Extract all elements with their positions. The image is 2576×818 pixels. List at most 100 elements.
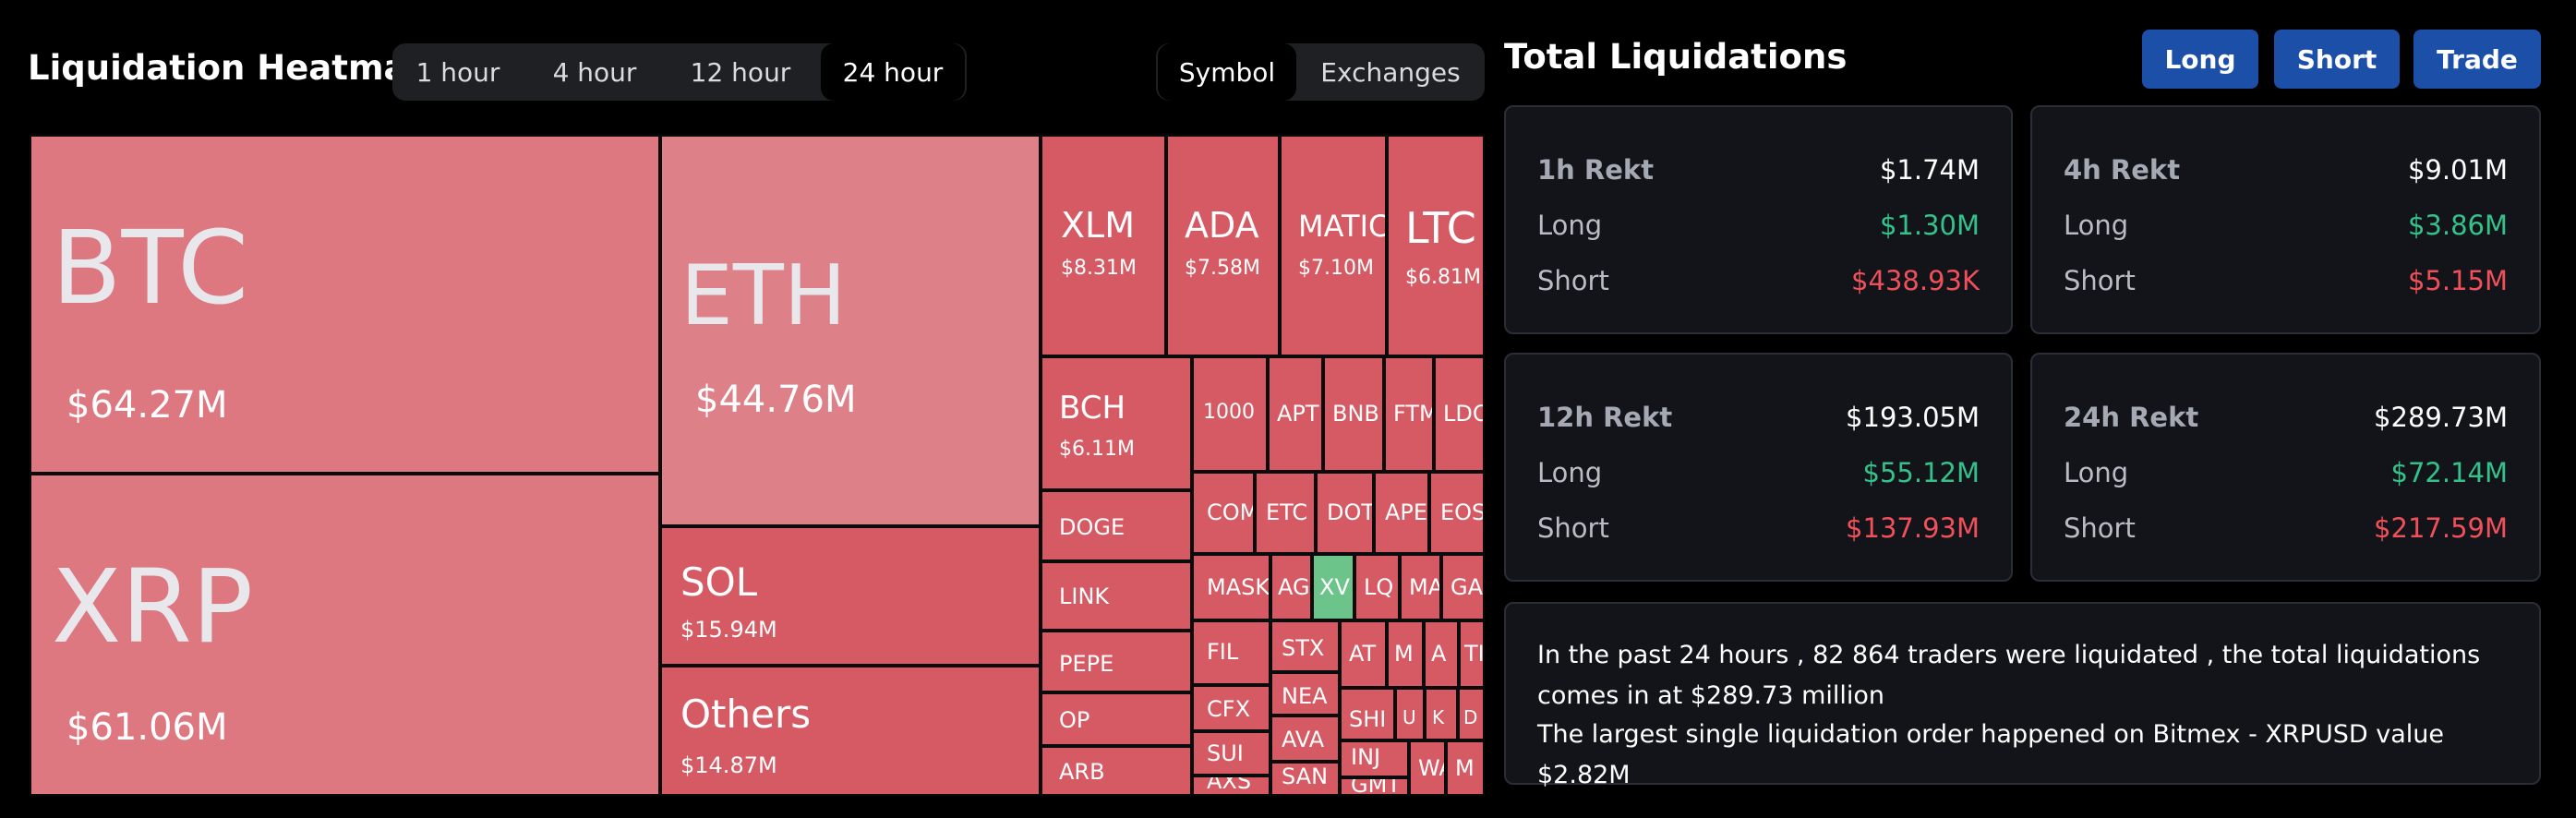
heatmap-tile-btc[interactable]: BTC $64.27M xyxy=(30,135,660,474)
rekt-card-1h: 1h Rekt $1.74M Long $1.30M Short $438.93… xyxy=(1504,105,2013,334)
heatmap-tile-cfx[interactable]: CFX xyxy=(1192,685,1270,731)
heatmap-tile-mask[interactable]: MASK xyxy=(1192,554,1270,620)
tile-symbol: OP xyxy=(1059,707,1090,733)
heatmap-tile-wa[interactable]: WA xyxy=(1409,740,1446,796)
heatmap-tile-arb[interactable]: ARB xyxy=(1041,746,1192,796)
tab-24-hour[interactable]: 24 hour xyxy=(821,43,965,101)
tile-symbol: ADA xyxy=(1185,205,1259,246)
tile-symbol: BCH xyxy=(1059,390,1126,427)
heatmap-tile-bch[interactable]: BCH $6.11M xyxy=(1041,356,1192,490)
tile-symbol: K xyxy=(1432,706,1445,728)
heatmap-tile-at[interactable]: AT xyxy=(1340,620,1387,688)
tile-symbol: FTM xyxy=(1393,401,1434,427)
heatmap-tile-op[interactable]: OP xyxy=(1041,692,1192,746)
short-value: $137.93M xyxy=(1846,512,1980,544)
trade-button[interactable]: Trade xyxy=(2413,30,2541,89)
heatmap-tile-ltc[interactable]: LTC $6.81M xyxy=(1387,135,1485,356)
tile-symbol: U xyxy=(1402,706,1416,728)
heatmap-tile-eos[interactable]: EOS xyxy=(1429,472,1485,554)
card-label: 1h Rekt xyxy=(1537,154,1655,186)
heatmap-tile-stx[interactable]: STX xyxy=(1270,620,1340,672)
long-button[interactable]: Long xyxy=(2142,30,2258,89)
heatmap-tile-m[interactable]: M xyxy=(1446,740,1485,796)
heatmap-tile-eth[interactable]: ETH $44.76M xyxy=(660,135,1041,526)
heatmap-tile-ti[interactable]: TI xyxy=(1459,620,1485,688)
heatmap-tile-others[interactable]: Others $14.87M xyxy=(660,666,1041,796)
tile-symbol: EOS xyxy=(1440,499,1485,525)
heatmap-tile-sui[interactable]: SUI xyxy=(1192,731,1270,776)
heatmap-tile-axs[interactable]: AXS xyxy=(1192,776,1270,796)
tile-symbol: MATIC xyxy=(1298,209,1387,244)
heatmap-tile-m[interactable]: M xyxy=(1387,620,1424,688)
heatmap-tile-xv[interactable]: XV xyxy=(1312,554,1354,620)
tile-symbol: BNB xyxy=(1332,401,1379,427)
heatmap-tile-d[interactable]: D xyxy=(1458,688,1485,740)
card-total: $9.01M xyxy=(2407,154,2508,186)
tab-4-hour[interactable]: 4 hour xyxy=(552,56,637,88)
heatmap-tile-ma[interactable]: MA xyxy=(1400,554,1441,620)
heatmap-tile-fil[interactable]: FIL xyxy=(1192,620,1270,685)
tile-value: $6.81M xyxy=(1405,266,1481,289)
tile-symbol: XV xyxy=(1319,574,1350,600)
tile-symbol: AT xyxy=(1349,641,1377,667)
heatmap-tile-xrp[interactable]: XRP $61.06M xyxy=(30,474,660,796)
heatmap-tile-san[interactable]: SAN xyxy=(1270,762,1340,796)
tile-symbol: Others xyxy=(680,692,812,737)
short-button[interactable]: Short xyxy=(2274,30,2400,89)
heatmap-tile-com[interactable]: COM xyxy=(1192,472,1255,554)
tab-12-hour[interactable]: 12 hour xyxy=(690,56,791,88)
tile-value: $8.31M xyxy=(1061,257,1137,280)
tile-symbol: 1000 xyxy=(1203,401,1255,424)
heatmap-tile-lq[interactable]: LQ xyxy=(1354,554,1400,620)
heatmap-tile-ldo[interactable]: LDO xyxy=(1434,356,1485,472)
tile-symbol: WA xyxy=(1418,755,1444,781)
tile-symbol: APE xyxy=(1385,499,1428,525)
tile-symbol: NEA xyxy=(1282,683,1328,709)
long-value: $55.12M xyxy=(1862,457,1980,488)
heatmap-tile-shi[interactable]: SHI xyxy=(1340,688,1395,740)
heatmap-tile-inj[interactable]: INJ xyxy=(1340,740,1409,777)
tile-symbol: PEPE xyxy=(1059,651,1114,677)
tile-value: $61.06M xyxy=(66,706,228,749)
tab-symbol[interactable]: Symbol xyxy=(1158,43,1296,101)
tab-exchanges[interactable]: Exchanges xyxy=(1320,56,1461,88)
heatmap-tile-doge[interactable]: DOGE xyxy=(1041,490,1192,561)
tile-symbol: SOL xyxy=(680,559,758,605)
long-label: Long xyxy=(2064,210,2129,241)
tile-symbol: APT xyxy=(1277,401,1319,427)
long-value: $1.30M xyxy=(1879,210,1980,241)
heatmap-tile-ape[interactable]: APE xyxy=(1374,472,1429,554)
heatmap-tile-matic[interactable]: MATIC $7.10M xyxy=(1280,135,1387,356)
tile-symbol: A xyxy=(1431,641,1447,667)
heatmap-tile-ftm[interactable]: FTM xyxy=(1384,356,1434,472)
heatmap-tile-etc[interactable]: ETC xyxy=(1255,472,1316,554)
heatmap-tile-ga[interactable]: GA xyxy=(1441,554,1485,620)
heatmap-tile-sol[interactable]: SOL $15.94M xyxy=(660,526,1041,666)
heatmap-tile-bnb[interactable]: BNB xyxy=(1323,356,1384,472)
heatmap-tile-link[interactable]: LINK xyxy=(1041,561,1192,631)
heatmap-tile-k[interactable]: K xyxy=(1425,688,1458,740)
heatmap-tile-pepe[interactable]: PEPE xyxy=(1041,631,1192,692)
card-total: $289.73M xyxy=(2374,402,2508,433)
tile-symbol: TI xyxy=(1464,641,1485,667)
tile-value: $7.58M xyxy=(1185,257,1260,280)
heatmap-tile-nea[interactable]: NEA xyxy=(1270,672,1340,716)
heatmap-tile-dot[interactable]: DOT xyxy=(1316,472,1374,554)
heatmap-tile-xlm[interactable]: XLM $8.31M xyxy=(1041,135,1166,356)
heatmap-tile-a[interactable]: A xyxy=(1424,620,1459,688)
tile-symbol: LDO xyxy=(1443,401,1483,427)
card-total: $193.05M xyxy=(1846,402,1980,433)
heatmap-tile-u[interactable]: U xyxy=(1395,688,1425,740)
heatmap-tile-1000[interactable]: 1000 xyxy=(1192,356,1268,472)
short-value: $5.15M xyxy=(2407,265,2508,296)
heatmap-tile-ada[interactable]: ADA $7.58M xyxy=(1166,135,1280,356)
heatmap-tile-apt[interactable]: APT xyxy=(1268,356,1323,472)
rekt-card-4h: 4h Rekt $9.01M Long $3.86M Short $5.15M xyxy=(2030,105,2541,334)
tile-value: $14.87M xyxy=(680,752,777,778)
tab-1-hour[interactable]: 1 hour xyxy=(415,56,500,88)
heatmap-tile-ag[interactable]: AG xyxy=(1270,554,1312,620)
tile-symbol: ETH xyxy=(680,247,847,344)
heatmap-tile-ava[interactable]: AVA xyxy=(1270,716,1340,762)
tile-value: $15.94M xyxy=(680,617,777,643)
heatmap-tile-gmt[interactable]: GMT xyxy=(1340,777,1409,796)
